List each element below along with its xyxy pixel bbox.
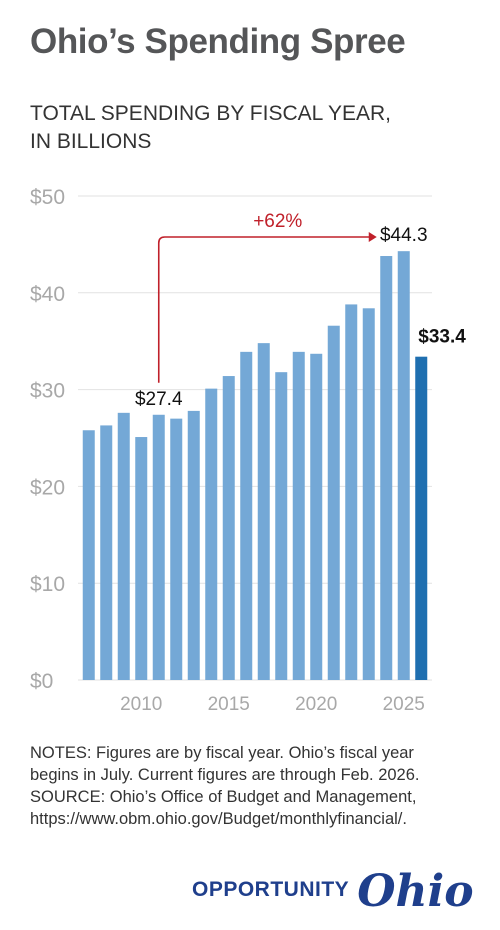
data-label: $27.4 — [135, 389, 183, 410]
notes-line: NOTES: Figures are by fiscal year. Ohio’… — [30, 744, 414, 762]
bar — [152, 414, 165, 680]
y-tick-label: $20 — [30, 476, 65, 499]
bar — [187, 410, 200, 680]
x-tick-label: 2020 — [295, 694, 337, 715]
source-line: SOURCE: Ohio’s Office of Budget and Mana… — [30, 788, 417, 806]
bar — [327, 325, 340, 680]
highlight-bar — [415, 356, 428, 680]
bar — [135, 437, 148, 680]
x-tick-label: 2025 — [383, 694, 425, 715]
x-tick-label: 2010 — [120, 694, 162, 715]
bar — [292, 351, 305, 680]
growth-arrow-line — [157, 236, 371, 383]
data-label: $44.3 — [380, 225, 428, 246]
x-tick-label: 2015 — [208, 694, 250, 715]
growth-annotation-label: +62% — [253, 211, 302, 232]
bar — [170, 418, 183, 680]
bar — [222, 376, 235, 680]
notes-line: begins in July. Current figures are thro… — [30, 766, 420, 784]
bar — [275, 372, 288, 680]
y-tick-label: $40 — [30, 283, 65, 306]
bar — [380, 256, 393, 680]
growth-arrowhead — [368, 232, 377, 242]
y-tick-label: $0 — [30, 670, 53, 693]
subtitle-line: TOTAL SPENDING BY FISCAL YEAR, — [30, 102, 391, 125]
y-tick-label: $30 — [30, 380, 65, 403]
bar — [82, 430, 95, 680]
bar — [240, 351, 253, 680]
bar — [362, 308, 375, 680]
bar-chart: $0 $10 $20 $30 $40 $50 2010 2015 2020 2025 $27.4 $4… — [30, 186, 466, 715]
logo-script: Ohio — [357, 866, 474, 917]
bar — [257, 343, 270, 680]
bar — [100, 425, 113, 680]
y-tick-label: $50 — [30, 186, 65, 209]
bar — [117, 412, 130, 680]
chart-subtitle: TOTAL SPENDING BY FISCAL YEAR, IN BILLIO… — [30, 100, 470, 156]
data-label: $33.4 — [418, 327, 466, 348]
bar — [345, 304, 358, 680]
bar — [205, 388, 218, 680]
logo-word: OPPORTUNITY — [192, 878, 350, 901]
subtitle-line: IN BILLIONS — [30, 130, 152, 153]
source-url: https://www.obm.ohio.gov/Budget/monthlyf… — [30, 810, 407, 828]
chart-title: Ohio’s Spending Spree — [30, 22, 406, 61]
y-tick-label: $10 — [30, 573, 65, 596]
bar — [397, 251, 410, 680]
bar — [310, 353, 323, 680]
opportunity-ohio-logo: OPPORTUNITY Ohio — [192, 858, 474, 914]
notes: NOTES: Figures are by fiscal year. Ohio’… — [30, 742, 490, 830]
